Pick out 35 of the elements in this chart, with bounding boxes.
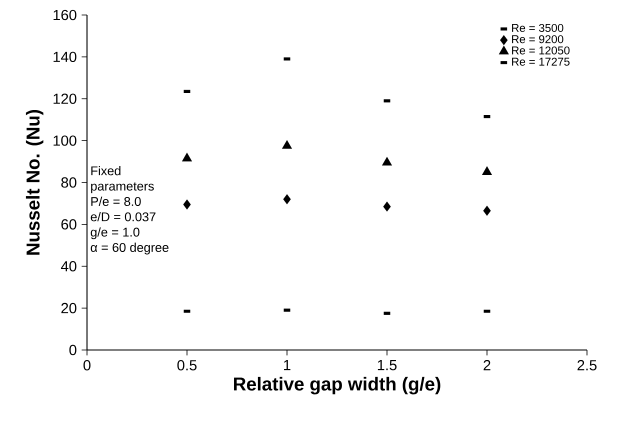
y-tick-label: 160 xyxy=(54,10,76,20)
point xyxy=(283,194,291,204)
y-tick-label: 60 xyxy=(61,219,76,230)
point xyxy=(282,140,292,149)
annotation: P/e = 8.0 xyxy=(91,196,141,206)
x-tick-label: 2 xyxy=(484,360,490,370)
x-tick-label: 1 xyxy=(284,360,290,370)
y-tick-label: 140 xyxy=(54,52,76,62)
annotation: Fixed xyxy=(91,166,120,176)
y-tick-label: 40 xyxy=(60,261,76,272)
point xyxy=(383,202,391,212)
y-tick-label: 0 xyxy=(69,344,76,356)
x-tick-label: 1.5 xyxy=(378,360,397,370)
y-tick-label: 120 xyxy=(54,94,76,104)
x-axis-title: Relative gap width (g/e) xyxy=(234,376,440,394)
x-tick-label: 0.5 xyxy=(177,360,197,370)
annotation: e/D = 0.037 xyxy=(90,212,156,222)
x-tick-label: 0 xyxy=(83,360,90,370)
point xyxy=(183,200,191,210)
legend-label: Re = 9200 xyxy=(512,35,564,44)
legend-label: Re = 12050 xyxy=(512,46,570,54)
x-tick-label: 2.5 xyxy=(578,360,597,370)
legend-label: Re = 3500 xyxy=(512,24,564,32)
point xyxy=(182,152,192,162)
annotation: g/e = 1.0 xyxy=(90,227,140,240)
point xyxy=(483,206,491,216)
y-tick-label: 100 xyxy=(54,135,76,146)
point xyxy=(382,156,392,166)
annotation: parameters xyxy=(91,182,154,194)
y-axis-title: Nusselt No. (Nu) xyxy=(26,110,44,255)
point xyxy=(482,166,492,175)
legend-label: Re = 17275 xyxy=(512,58,570,66)
y-tick-label: 20 xyxy=(61,302,76,314)
y-tick-label: 80 xyxy=(61,177,76,188)
annotation: α = 60 degree xyxy=(90,242,168,254)
